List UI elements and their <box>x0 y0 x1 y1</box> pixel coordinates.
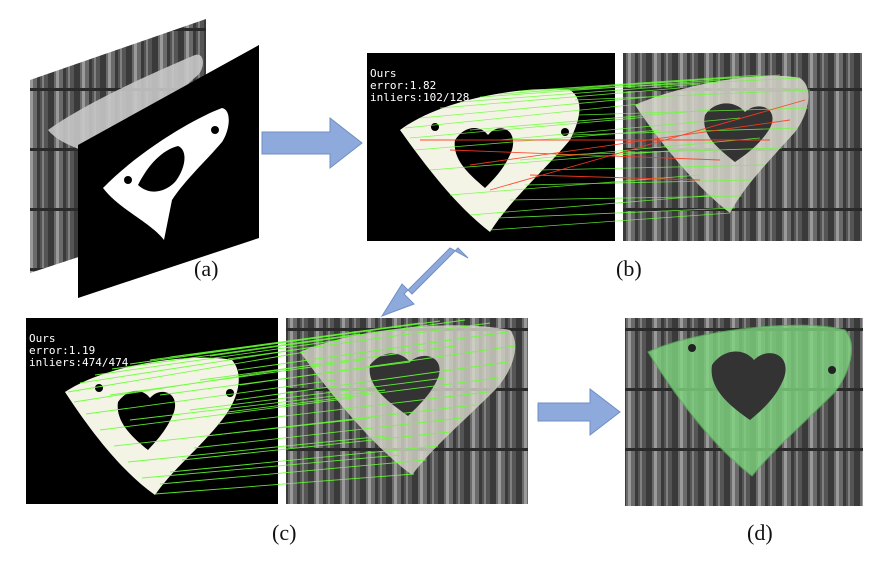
panel-c-inliers: inliers:474/474 <box>29 356 129 369</box>
arrow-c-to-d <box>537 387 621 437</box>
panel-b-inliers: inliers:102/128 <box>370 91 470 104</box>
panel-c-label: Ours error:1.19 inliers:474/474 <box>29 321 128 381</box>
panel-b-method: Ours <box>370 67 397 80</box>
caption-c: (c) <box>272 520 297 545</box>
panel-b-error: error:1.82 <box>370 79 437 92</box>
caption-a: (a) <box>194 256 219 281</box>
arrow-b-to-c <box>380 247 469 317</box>
panel-b <box>367 53 862 241</box>
caption-b: (b) <box>616 256 642 281</box>
panel-b-label: Ours error:1.82 inliers:102/128 <box>370 56 469 116</box>
panel-d <box>625 318 863 506</box>
inlier-matches-b <box>404 74 811 231</box>
caption-d: (d) <box>747 520 773 545</box>
panel-c-error: error:1.19 <box>29 344 96 357</box>
panel-c <box>26 318 528 504</box>
panel-a <box>30 19 259 298</box>
arrow-a-to-b <box>261 116 363 170</box>
inlier-matches-c <box>67 319 516 495</box>
outlier-matches-b <box>420 99 806 191</box>
panel-c-method: Ours <box>29 332 56 345</box>
input-part <box>48 54 203 161</box>
